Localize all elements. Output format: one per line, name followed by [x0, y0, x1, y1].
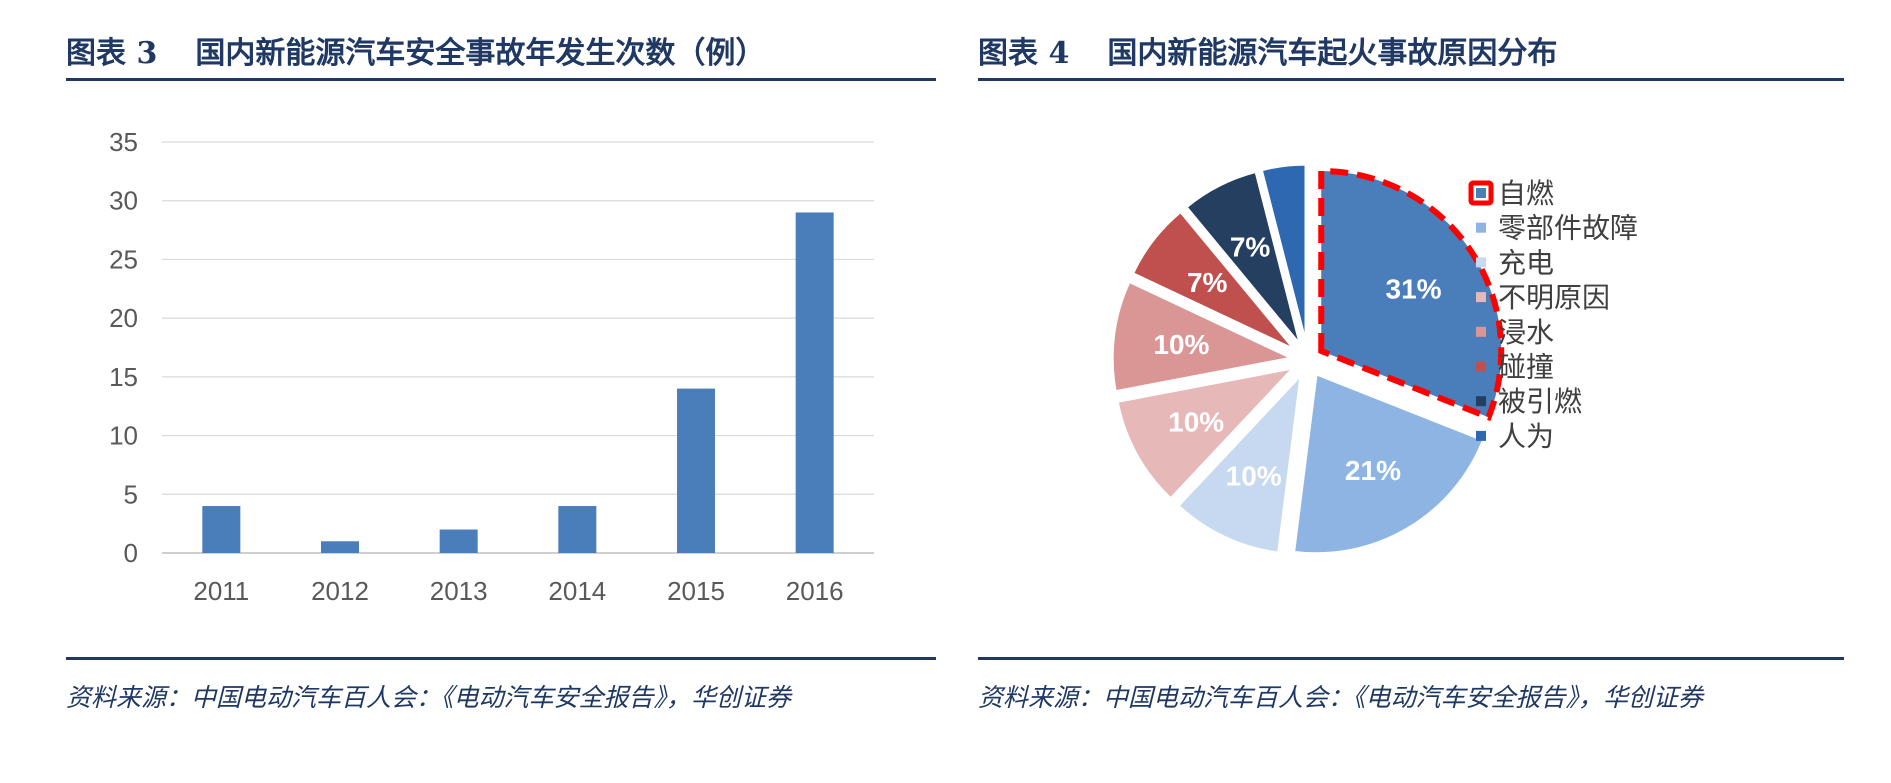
legend-label: 被引燃 — [1498, 386, 1582, 417]
legend-label: 自燃 — [1498, 178, 1554, 209]
x-tick-label: 2011 — [193, 576, 249, 606]
legend-label: 人为 — [1498, 421, 1554, 452]
x-tick-label: 2012 — [311, 576, 369, 606]
figure-4-title-rule — [978, 78, 1844, 81]
bar-2011 — [202, 506, 241, 553]
figure-3-source-rule — [66, 657, 936, 660]
figure-4-title: 图表 4 国内新能源汽车起火事故原因分布 — [978, 30, 1844, 78]
figure-4-source: 资料来源：中国电动汽车百人会：《电动汽车安全报告》，华创证券 — [978, 683, 1704, 712]
legend-swatch — [1476, 222, 1486, 233]
y-tick-label: 25 — [109, 244, 138, 274]
x-tick-label: 2015 — [667, 576, 725, 606]
bar-2014 — [558, 506, 597, 553]
pie-data-label: 10% — [1168, 406, 1224, 437]
pie-chart: 31%21%10%10%10%7%7%自燃零部件故障充电不明原因浸水碰撞被引燃人… — [1110, 162, 1638, 556]
figure-3-title-rule — [66, 78, 936, 81]
figure-3-number: 图表 3 — [66, 36, 158, 71]
figure-3-panel: 图表 3 国内新能源汽车安全事故年发生次数（例） 0 5 10 15 20 25 30 35 20… — [66, 0, 936, 783]
figure-4-caption: 国内新能源汽车起火事故原因分布 — [1107, 36, 1558, 71]
y-tick-label: 30 — [109, 186, 138, 216]
x-tick-label: 2016 — [786, 576, 844, 606]
pie-slice-5 — [1130, 209, 1297, 352]
x-tick-label: 2014 — [548, 576, 606, 606]
pie-data-label: 31% — [1386, 273, 1442, 304]
pie-data-label: 10% — [1226, 460, 1282, 491]
legend-swatch — [1476, 396, 1486, 407]
legend-swatch — [1476, 430, 1486, 441]
x-tick-label: 2013 — [430, 576, 488, 606]
bar-2015 — [677, 388, 715, 553]
figure-4-source-rule — [978, 657, 1844, 660]
bar-2013 — [439, 529, 478, 553]
bar-chart: 0 5 10 15 20 25 30 35 2011 2012 2013 2014 2015 2016 — [109, 127, 874, 606]
legend-label: 碰撞 — [1498, 352, 1554, 383]
pie-slice-7 — [1259, 162, 1308, 345]
figure-3-source: 资料来源：中国电动汽车百人会：《电动汽车安全报告》，华创证券 — [66, 683, 792, 712]
pie-data-label: 10% — [1153, 329, 1209, 360]
bar-2016 — [795, 212, 834, 553]
y-tick-label: 0 — [124, 538, 138, 568]
legend-label: 零部件故障 — [1498, 213, 1638, 244]
y-tick-label: 5 — [124, 479, 138, 509]
bar-2012 — [321, 541, 359, 553]
pie-slice-0 — [1318, 168, 1505, 422]
figure-4-panel: 图表 4 国内新能源汽车起火事故原因分布 31% 21% 10% 10% 10% 7% 7% 自… — [978, 0, 1844, 783]
pie-slice-4 — [1110, 279, 1297, 394]
pie-data-label: 7% — [1187, 267, 1228, 298]
y-tick-label: 10 — [109, 421, 138, 451]
legend-label: 充电 — [1498, 247, 1554, 278]
figure-3-caption: 国内新能源汽车安全事故年发生次数（例） — [195, 36, 766, 71]
legend-label: 浸水 — [1498, 317, 1554, 348]
pie-data-label: 21% — [1345, 455, 1401, 486]
pie-slice-6 — [1183, 169, 1303, 347]
legend-label: 不明原因 — [1498, 282, 1610, 313]
legend-swatch — [1476, 292, 1486, 303]
legend-swatch — [1476, 257, 1486, 268]
pie-slice-1 — [1291, 371, 1486, 556]
y-tick-label: 20 — [109, 303, 138, 333]
legend-highlight-box — [1468, 180, 1494, 206]
legend-swatch — [1476, 188, 1486, 198]
pie-slice-3 — [1115, 365, 1299, 502]
y-tick-label: 15 — [109, 362, 138, 392]
pie-slice-2 — [1175, 370, 1304, 555]
figure-4-number: 图表 4 — [978, 36, 1070, 71]
legend-swatch — [1476, 326, 1486, 337]
y-tick-label: 35 — [109, 127, 138, 157]
pie-data-label: 7% — [1230, 231, 1271, 262]
legend-swatch — [1476, 361, 1486, 372]
figure-3-title: 图表 3 国内新能源汽车安全事故年发生次数（例） — [66, 30, 936, 78]
